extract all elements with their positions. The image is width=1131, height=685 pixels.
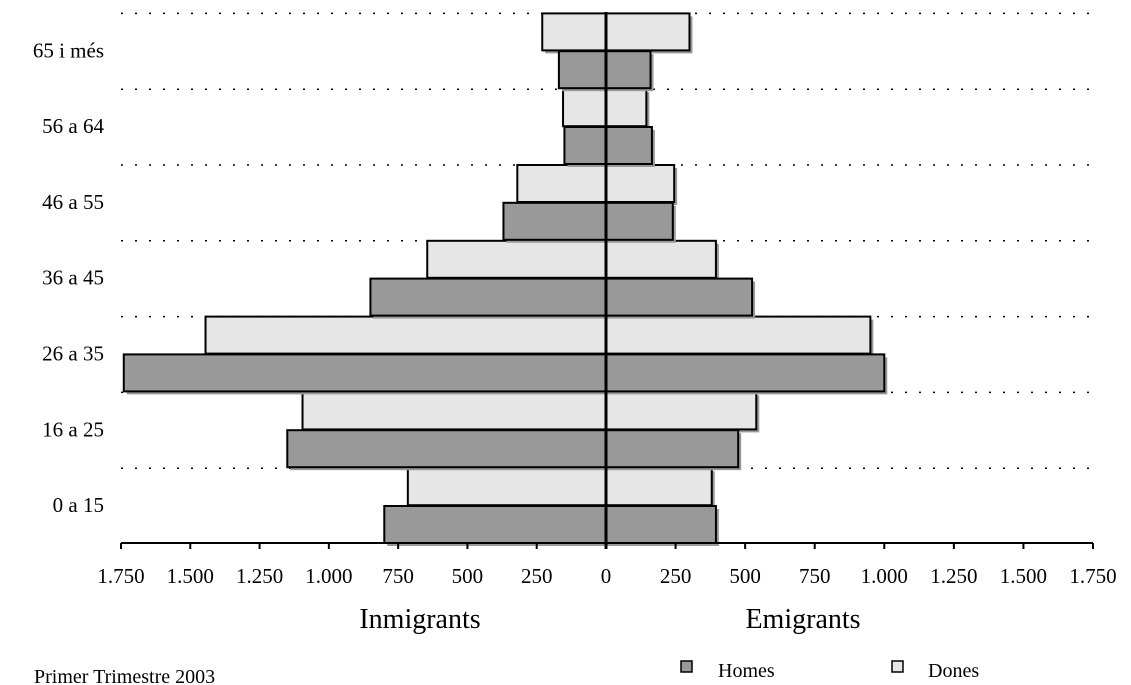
- x-tick-label: 250: [660, 564, 692, 588]
- category-labels-group: 0 a 15 16 a 25 26 a 35 36 a 45 46 a 55 56 a 6…: [33, 38, 105, 517]
- x-tick-label: 1.750: [97, 564, 144, 588]
- x-tick-label: 1.250: [930, 564, 977, 588]
- bar-homes-emigrants: [605, 50, 652, 90]
- legend-label-homes: Homes: [718, 660, 775, 682]
- x-tick-label: 1.000: [861, 564, 908, 588]
- category-label: 16 a 25: [42, 417, 104, 441]
- bar-dones-inmigrants: [541, 12, 607, 52]
- category-label: 56 a 64: [42, 114, 104, 138]
- x-tick-label: 1.250: [236, 564, 283, 588]
- category-label: 36 a 45: [42, 266, 104, 290]
- bar-homes-emigrants: [605, 429, 740, 469]
- left-axis-title: Inmigrants: [359, 604, 480, 635]
- bar-dones-inmigrants: [516, 164, 607, 203]
- x-tick-label: 750: [382, 564, 414, 588]
- bar-homes-inmigrants: [122, 353, 608, 393]
- category-label: 26 a 35: [42, 342, 104, 366]
- bar-homes-emigrants: [605, 505, 717, 544]
- bar-dones-emigrants: [605, 315, 872, 355]
- category-label: 65 i més: [33, 38, 104, 62]
- right-axis-title: Emigrants: [745, 604, 860, 635]
- bar-homes-emigrants: [605, 353, 886, 393]
- bar-dones-inmigrants: [301, 391, 607, 431]
- bar-homes-inmigrants: [563, 126, 608, 165]
- category-label: 0 a 15: [53, 493, 104, 517]
- bar-dones-emigrants: [605, 12, 691, 52]
- category-label: 46 a 55: [42, 190, 104, 214]
- tick-labels-group: 1.750 1.500 1.250 1.000 750 500 250 0 250 500 750 1…: [97, 564, 1116, 588]
- bar-dones-inmigrants: [562, 88, 607, 128]
- bar-homes-inmigrants: [286, 429, 607, 469]
- legend-swatch-dones: [891, 660, 904, 673]
- bar-dones-emigrants: [605, 239, 717, 279]
- x-tick-label: 250: [521, 564, 553, 588]
- bar-homes-inmigrants: [502, 201, 608, 241]
- bar-homes-emigrants: [605, 201, 674, 241]
- bar-homes-emigrants: [605, 277, 754, 317]
- x-tick-label: 1.500: [167, 564, 214, 588]
- axes-group: [120, 12, 1094, 549]
- legend-swatch-homes: [680, 660, 693, 673]
- bar-dones-emigrants: [605, 88, 648, 128]
- legend: Homes Dones: [680, 660, 979, 682]
- bar-dones-inmigrants: [204, 315, 607, 355]
- bar-homes-inmigrants: [369, 277, 607, 317]
- bar-dones-emigrants: [605, 164, 676, 203]
- bars-group: [122, 12, 888, 546]
- period-note: Primer Trimestre 2003: [34, 666, 215, 685]
- bar-homes-inmigrants: [383, 505, 607, 544]
- bar-dones-emigrants: [605, 467, 713, 507]
- x-tick-label: 1.000: [305, 564, 352, 588]
- bar-dones-emigrants: [605, 391, 758, 431]
- x-tick-label: 500: [729, 564, 761, 588]
- x-tick-label: 1.750: [1069, 564, 1116, 588]
- x-tick-label: 500: [452, 564, 484, 588]
- legend-label-dones: Dones: [928, 660, 979, 682]
- bar-homes-inmigrants: [557, 50, 608, 90]
- bar-dones-inmigrants: [426, 239, 607, 279]
- bar-dones-inmigrants: [406, 467, 608, 507]
- bar-homes-emigrants: [605, 126, 653, 165]
- x-tick-label: 0: [601, 564, 612, 588]
- x-tick-label: 750: [799, 564, 831, 588]
- x-tick-label: 1.500: [1000, 564, 1047, 588]
